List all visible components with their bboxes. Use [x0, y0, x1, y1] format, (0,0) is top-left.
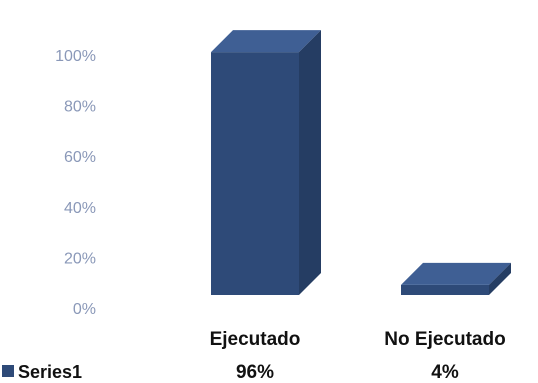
y-axis: 0% 20% 40% 60% 80% 100% — [55, 48, 96, 318]
y-tick-label: 100% — [55, 48, 96, 65]
y-tick-label: 60% — [64, 149, 96, 166]
category-label: No Ejecutado — [384, 329, 505, 350]
y-tick-label: 20% — [64, 250, 96, 267]
category-labels: Ejecutado No Ejecutado — [210, 329, 506, 350]
value-label: 96% — [236, 362, 274, 383]
value-labels: 96% 4% — [236, 362, 459, 383]
bar-side-face — [489, 262, 511, 295]
bar-side-face — [299, 30, 321, 296]
y-tick-label: 80% — [64, 99, 96, 116]
legend-swatch — [2, 365, 14, 377]
legend: Series1 — [2, 362, 82, 382]
category-label: Ejecutado — [210, 329, 301, 350]
bar-front-face — [401, 284, 489, 295]
bars — [211, 30, 511, 296]
bar-front-face — [211, 52, 299, 296]
value-label: 4% — [431, 362, 459, 383]
bar-no-ejecutado — [401, 262, 511, 295]
bar-ejecutado — [211, 30, 321, 296]
y-tick-label: 40% — [64, 200, 96, 217]
y-tick-label: 0% — [73, 301, 96, 318]
bar-top-face — [401, 262, 511, 285]
bar-top-face — [211, 30, 321, 53]
legend-label-series1: Series1 — [18, 362, 82, 382]
